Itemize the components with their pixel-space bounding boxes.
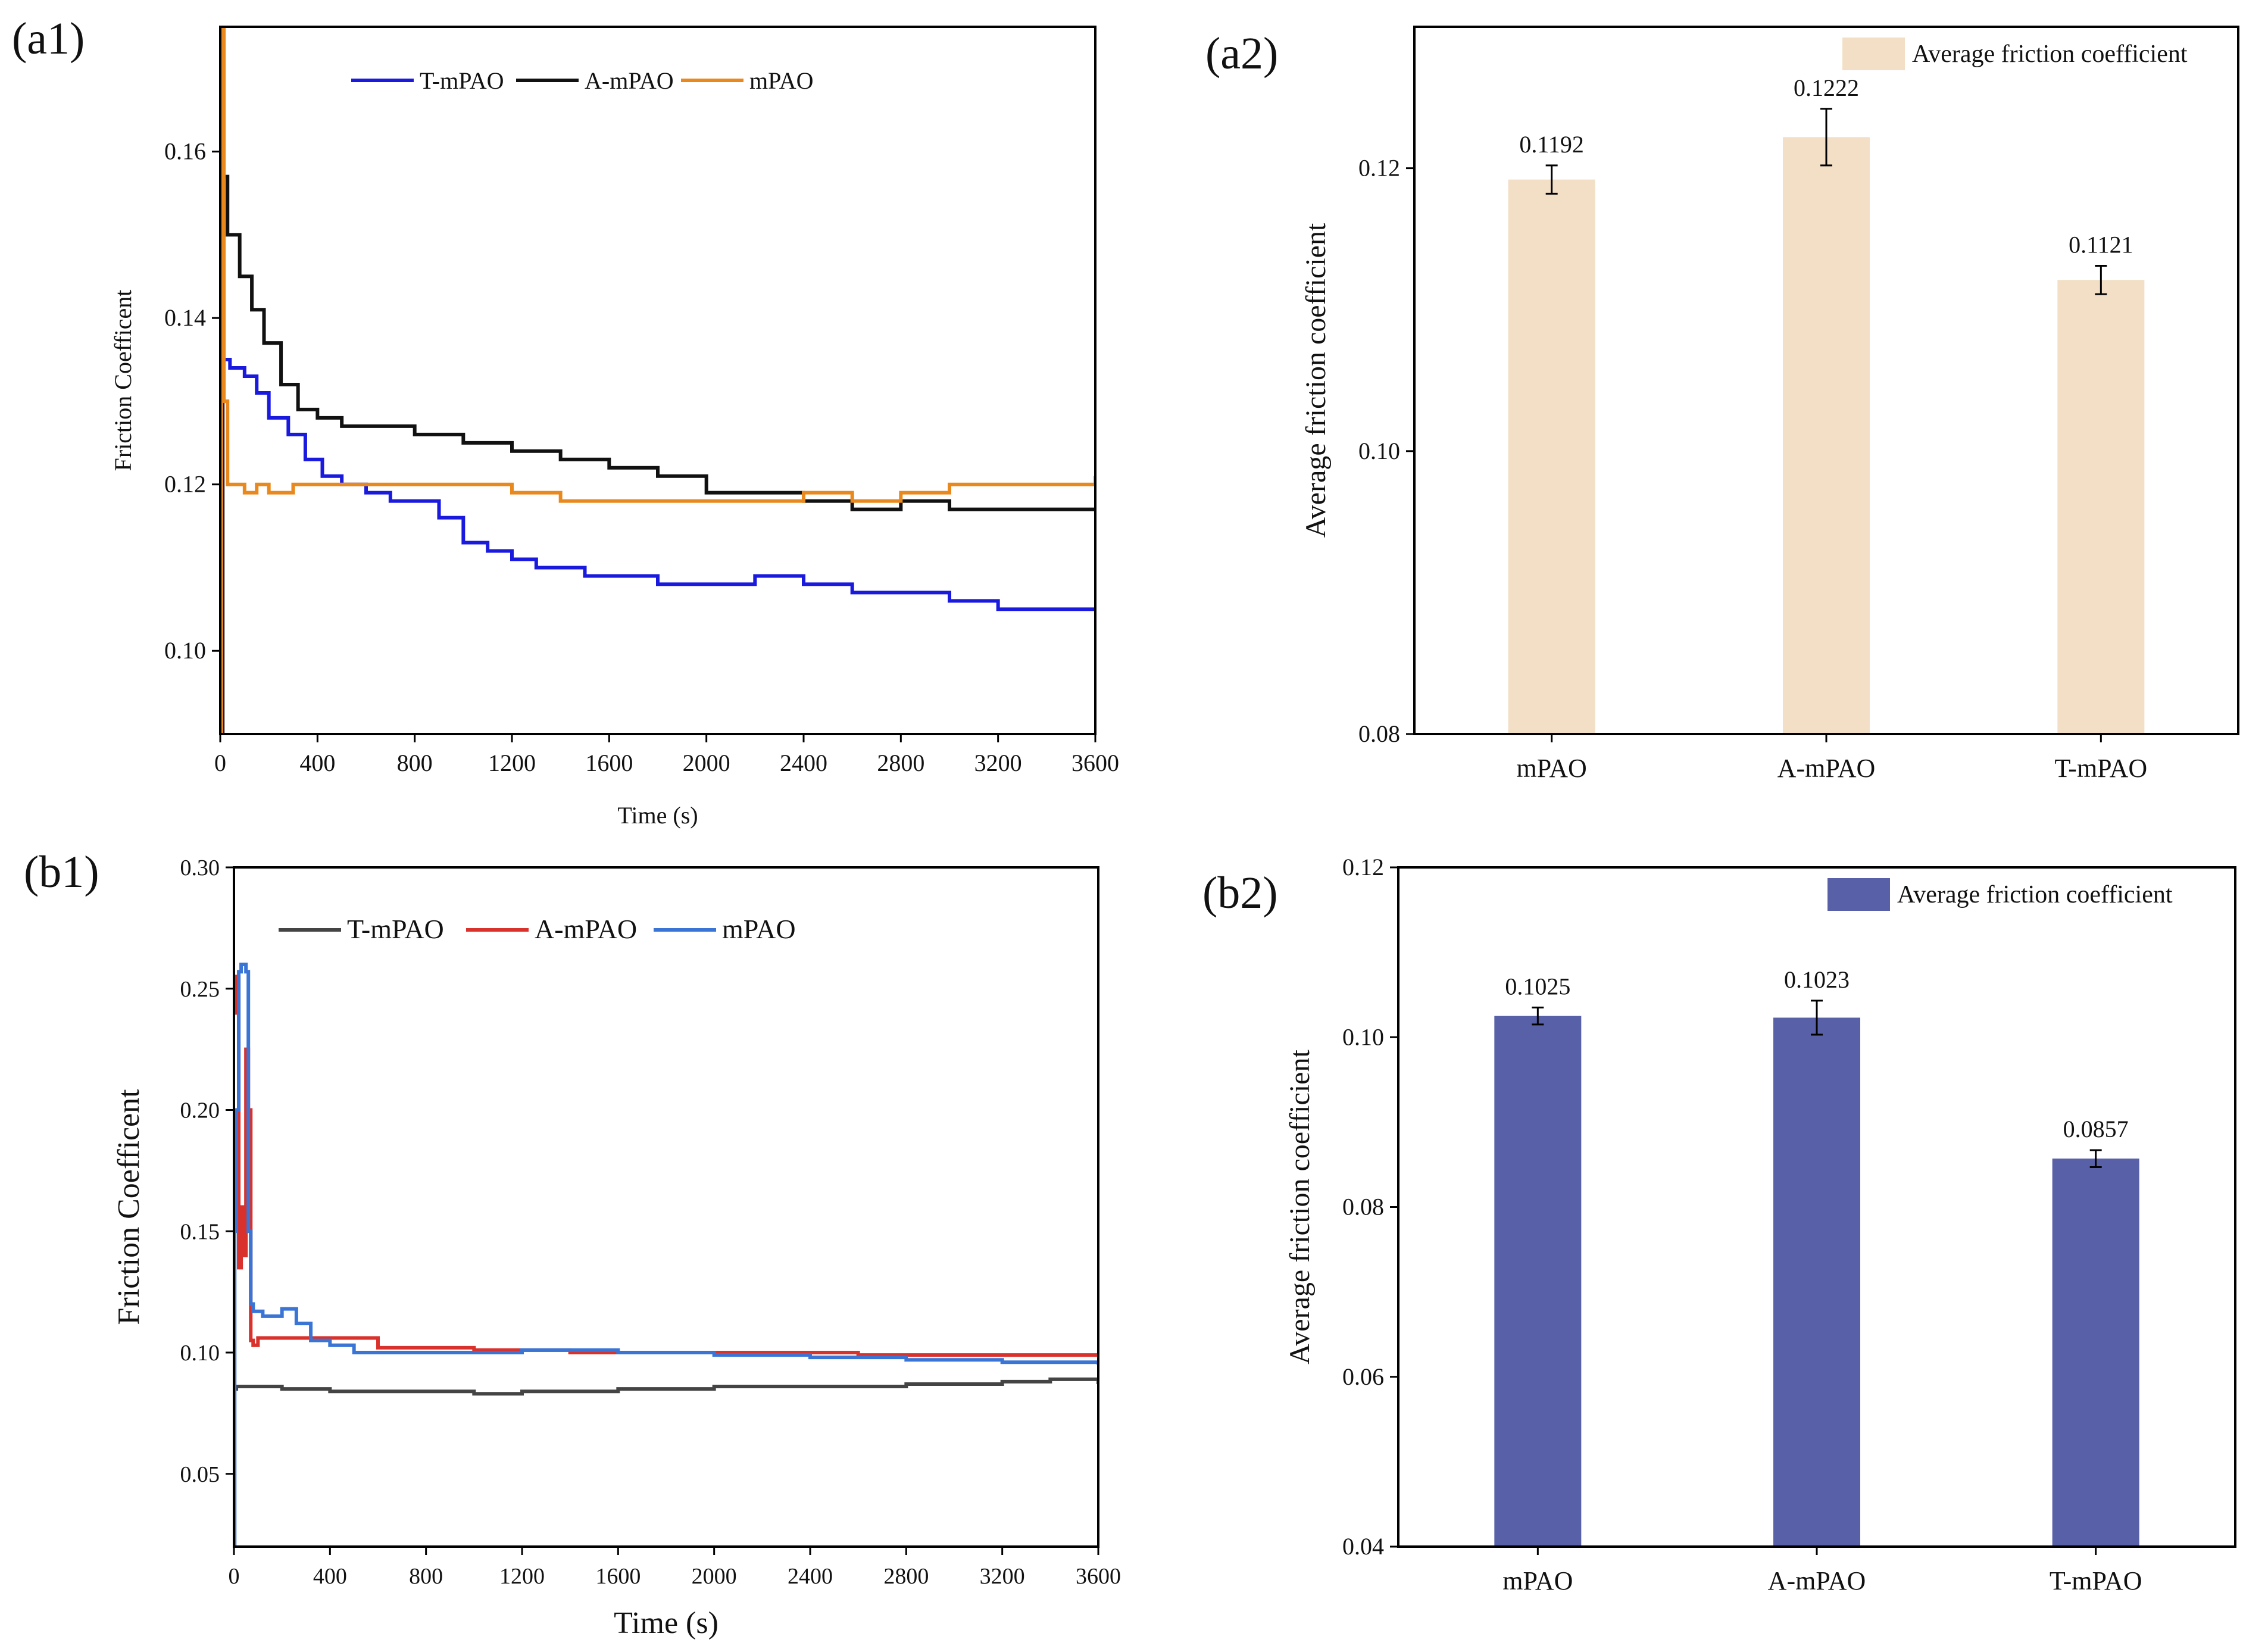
category-label-T-mPAO: T-mPAO [2054, 754, 2147, 783]
y-tick-label: 0.16 [164, 138, 206, 165]
y-axis-title: Friction Coefficent [110, 290, 136, 471]
bar-A-mPAO [1783, 137, 1870, 734]
x-tick-label: 0 [214, 750, 226, 776]
y-tick-label: 0.20 [180, 1098, 220, 1123]
y-axis-title: Average friction coefficient [1300, 223, 1332, 538]
x-tick-label: 800 [409, 1564, 443, 1589]
y-tick-label: 0.12 [164, 471, 206, 498]
panel-label: (a1) [12, 14, 85, 64]
x-tick-label: 3600 [1076, 1564, 1121, 1589]
value-label-T-mPAO: 0.0857 [2063, 1116, 2129, 1142]
x-axis-title: Time (s) [614, 1606, 718, 1640]
series-line-A-mPAO [220, 174, 1095, 734]
y-tick-label: 0.08 [1358, 720, 1400, 747]
plot-frame [1413, 26, 2239, 735]
value-label-A-mPAO: 0.1222 [1794, 74, 1859, 101]
y-tick-label: 0.10 [1358, 438, 1400, 464]
x-tick-label: 2000 [683, 750, 730, 776]
x-tick-label: 1600 [585, 750, 633, 776]
legend-label: Average friction coefficient [1897, 881, 2173, 908]
y-tick-label: 0.06 [1342, 1363, 1384, 1390]
series-line-mPAO [234, 963, 1098, 1547]
legend-label-T-mPAO: T-mPAO [420, 67, 504, 94]
y-tick-label: 0.04 [1342, 1533, 1384, 1560]
x-tick-label: 1600 [595, 1564, 641, 1589]
y-tick-label: 0.10 [1342, 1023, 1384, 1050]
value-label-mPAO: 0.1025 [1505, 973, 1570, 1000]
y-tick-label: 0.30 [180, 855, 220, 880]
y-axis-title: Friction Coefficent [112, 1089, 146, 1325]
value-label-A-mPAO: 0.1023 [1784, 966, 1850, 993]
plot-frame [1397, 866, 2236, 1548]
bar-T-mPAO [2052, 1158, 2139, 1547]
plot-frame [219, 26, 1096, 735]
series-line-T-mPAO [220, 358, 1095, 734]
legend-label-A-mPAO: A-mPAO [535, 914, 637, 944]
y-tick-label: 0.05 [180, 1462, 220, 1487]
x-axis-title: Time (s) [617, 802, 698, 829]
y-tick-label: 0.08 [1342, 1194, 1384, 1220]
x-tick-label: 400 [313, 1564, 347, 1589]
x-tick-label: 1200 [488, 750, 536, 776]
category-label-mPAO: mPAO [1502, 1566, 1573, 1595]
x-tick-label: 3600 [1071, 750, 1119, 776]
legend-label-mPAO: mPAO [749, 67, 813, 94]
legend-label-T-mPAO: T-mPAO [347, 914, 444, 944]
value-label-mPAO: 0.1192 [1519, 131, 1584, 158]
category-label-T-mPAO: T-mPAO [2050, 1566, 2142, 1595]
bar-mPAO [1508, 179, 1595, 734]
y-tick-label: 0.12 [1342, 854, 1384, 880]
plot-frame [233, 866, 1099, 1548]
category-label-A-mPAO: A-mPAO [1777, 754, 1876, 783]
x-tick-label: 1200 [499, 1564, 545, 1589]
legend-label: Average friction coefficient [1912, 40, 2188, 68]
x-tick-label: 0 [229, 1564, 240, 1589]
value-label-T-mPAO: 0.1121 [2069, 232, 2133, 258]
category-label-A-mPAO: A-mPAO [1768, 1566, 1866, 1595]
x-tick-label: 2800 [883, 1564, 929, 1589]
y-tick-label: 0.14 [164, 304, 206, 331]
category-label-mPAO: mPAO [1517, 754, 1587, 783]
panel-label: (a2) [1205, 29, 1278, 79]
y-tick-label: 0.10 [180, 1341, 220, 1366]
x-tick-label: 3200 [974, 750, 1022, 776]
bar-A-mPAO [1773, 1017, 1860, 1547]
legend-label-mPAO: mPAO [722, 914, 796, 944]
x-tick-label: 2000 [692, 1564, 737, 1589]
x-tick-label: 800 [397, 750, 433, 776]
y-tick-label: 0.12 [1358, 155, 1400, 182]
legend-label-A-mPAO: A-mPAO [585, 67, 674, 94]
panel-label: (b2) [1202, 868, 1278, 918]
series-line-A-mPAO [234, 975, 1098, 1357]
legend-swatch [1827, 878, 1890, 911]
y-tick-label: 0.15 [180, 1219, 220, 1244]
x-tick-label: 2800 [877, 750, 924, 776]
bar-T-mPAO [2057, 280, 2145, 735]
y-axis-title: Average friction coefficient [1284, 1050, 1316, 1364]
y-tick-label: 0.25 [180, 977, 220, 1002]
panel-label: (b1) [24, 847, 99, 897]
series-line-mPAO [220, 27, 1095, 734]
legend-swatch [1842, 38, 1905, 70]
x-tick-label: 2400 [788, 1564, 833, 1589]
x-tick-label: 3200 [980, 1564, 1025, 1589]
x-tick-label: 2400 [780, 750, 827, 776]
x-tick-label: 400 [299, 750, 335, 776]
y-tick-label: 0.10 [164, 637, 206, 664]
bar-mPAO [1494, 1016, 1582, 1547]
series-line-T-mPAO [234, 1377, 1098, 1396]
